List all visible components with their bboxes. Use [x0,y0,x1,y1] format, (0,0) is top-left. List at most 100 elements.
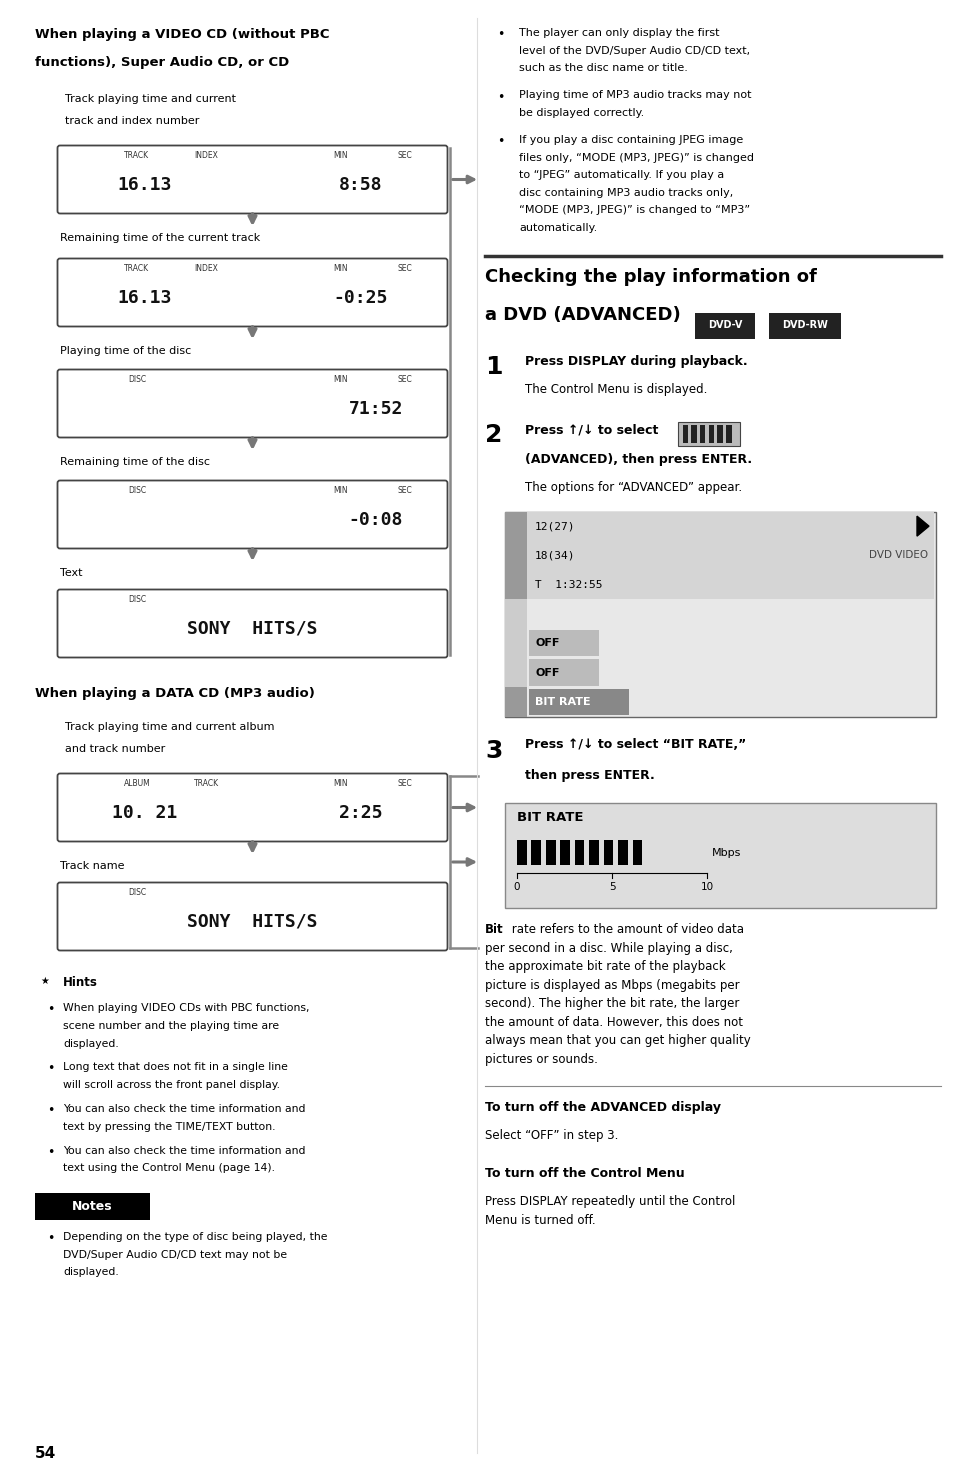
Bar [559,841,569,866]
Text: DISC: DISC [128,887,146,897]
Bar [504,541,526,569]
Text: functions), Super Audio CD, or CD: functions), Super Audio CD, or CD [35,56,289,70]
Bar [618,841,627,866]
Text: •: • [47,1103,54,1117]
Text: always mean that you can get higher quality: always mean that you can get higher qual… [484,1035,750,1047]
Bar [531,841,540,866]
Text: the approximate bit rate of the playback: the approximate bit rate of the playback [484,961,725,973]
Text: (ADVANCED), then press ENTER.: (ADVANCED), then press ENTER. [524,454,751,467]
Text: You can also check the time information and: You can also check the time information … [63,1145,305,1155]
Text: 0: 0 [514,881,519,891]
Text: Checking the play information of: Checking the play information of [484,267,816,286]
Text: text using the Control Menu (page 14).: text using the Control Menu (page 14). [63,1163,274,1173]
Text: 3: 3 [484,739,502,762]
Text: BIT RATE: BIT RATE [517,811,583,825]
Bar [517,841,526,866]
Bar [504,512,935,716]
Text: Long text that does not fit in a single line: Long text that does not fit in a single … [63,1062,288,1072]
Bar [574,841,584,866]
Text: To turn off the Control Menu: To turn off the Control Menu [484,1167,684,1180]
Bar [708,426,714,443]
Text: When playing a VIDEO CD (without PBC: When playing a VIDEO CD (without PBC [35,28,329,42]
Text: Press ↑/↓ to select “BIT RATE,”: Press ↑/↓ to select “BIT RATE,” [524,739,745,752]
Text: and track number: and track number [65,744,165,753]
Text: Text: Text [60,568,82,578]
Text: 12(27): 12(27) [535,521,575,531]
Text: To turn off the ADVANCED display: To turn off the ADVANCED display [484,1102,720,1115]
Text: per second in a disc. While playing a disc,: per second in a disc. While playing a di… [484,942,732,955]
Text: Playing time of MP3 audio tracks may not: Playing time of MP3 audio tracks may not [518,90,751,101]
Text: a DVD (ADVANCED): a DVD (ADVANCED) [484,305,680,323]
Text: Track playing time and current album: Track playing time and current album [65,722,274,733]
Text: disc containing MP3 audio tracks only,: disc containing MP3 audio tracks only, [518,188,733,199]
Text: If you play a disc containing JPEG image: If you play a disc containing JPEG image [518,135,742,145]
Text: then press ENTER.: then press ENTER. [524,768,654,782]
Text: displayed.: displayed. [63,1038,118,1048]
Text: “MODE (MP3, JPEG)” is changed to “MP3”: “MODE (MP3, JPEG)” is changed to “MP3” [518,206,749,215]
Text: TRACK: TRACK [124,150,150,160]
Bar [589,841,598,866]
Text: picture is displayed as Mbps (megabits per: picture is displayed as Mbps (megabits p… [484,979,739,992]
Text: track and index number: track and index number [65,116,199,126]
Text: Mbps: Mbps [711,848,740,859]
Text: displayed.: displayed. [63,1268,118,1277]
Text: You can also check the time information and: You can also check the time information … [63,1103,305,1114]
Text: -0:25: -0:25 [333,289,387,307]
Text: 2: 2 [484,424,502,448]
FancyBboxPatch shape [57,774,447,841]
Text: •: • [497,90,504,104]
Text: 54: 54 [35,1446,56,1461]
Text: files only, “MODE (MP3, JPEG)” is changed: files only, “MODE (MP3, JPEG)” is change… [518,153,753,163]
Text: DVD/Super Audio CD/CD text may not be: DVD/Super Audio CD/CD text may not be [63,1250,287,1259]
Bar [681,426,687,443]
Bar [504,804,935,909]
Bar [678,423,740,445]
Text: 2:25: 2:25 [338,804,381,822]
Text: Press DISPLAY during playback.: Press DISPLAY during playback. [524,356,747,368]
FancyBboxPatch shape [57,882,447,951]
Bar [691,426,696,443]
Text: scene number and the playing time are: scene number and the playing time are [63,1020,279,1031]
Text: MIN: MIN [334,150,348,160]
Text: Track name: Track name [60,862,125,871]
Bar [717,426,722,443]
Text: DISC: DISC [128,595,146,604]
Text: Hints: Hints [63,976,98,989]
Bar [526,541,933,569]
Text: OFF: OFF [535,667,558,678]
Text: 8:58: 8:58 [338,175,381,194]
Bar [529,660,598,685]
Text: Menu is turned off.: Menu is turned off. [484,1215,595,1226]
Bar [504,569,526,599]
Text: 10: 10 [700,881,713,891]
Text: •: • [47,1003,54,1016]
Text: MIN: MIN [334,375,348,384]
Text: INDEX: INDEX [194,150,218,160]
Bar [529,630,598,657]
Text: SONY  HITS/S: SONY HITS/S [187,912,317,930]
Bar [725,426,731,443]
Bar [529,688,628,715]
Text: be displayed correctly.: be displayed correctly. [518,108,643,119]
Text: 1: 1 [484,356,502,380]
Text: •: • [497,135,504,148]
FancyBboxPatch shape [57,369,447,437]
Text: such as the disc name or title.: such as the disc name or title. [518,62,687,73]
Text: automatically.: automatically. [518,222,597,233]
Text: second). The higher the bit rate, the larger: second). The higher the bit rate, the la… [484,998,739,1010]
Text: SEC: SEC [396,485,412,494]
Text: DISC: DISC [128,485,146,494]
Text: pictures or sounds.: pictures or sounds. [484,1053,598,1066]
Bar [632,841,641,866]
Bar [526,512,933,541]
Text: SEC: SEC [396,264,412,273]
Text: •: • [47,1145,54,1158]
Bar [504,658,526,687]
Text: rate refers to the amount of video data: rate refers to the amount of video data [508,924,743,936]
Text: SEC: SEC [396,779,412,787]
Text: 16.13: 16.13 [117,175,172,194]
Text: Notes: Notes [72,1200,112,1213]
Bar [768,313,841,338]
Text: ★: ★ [40,976,49,986]
Bar [526,569,933,599]
